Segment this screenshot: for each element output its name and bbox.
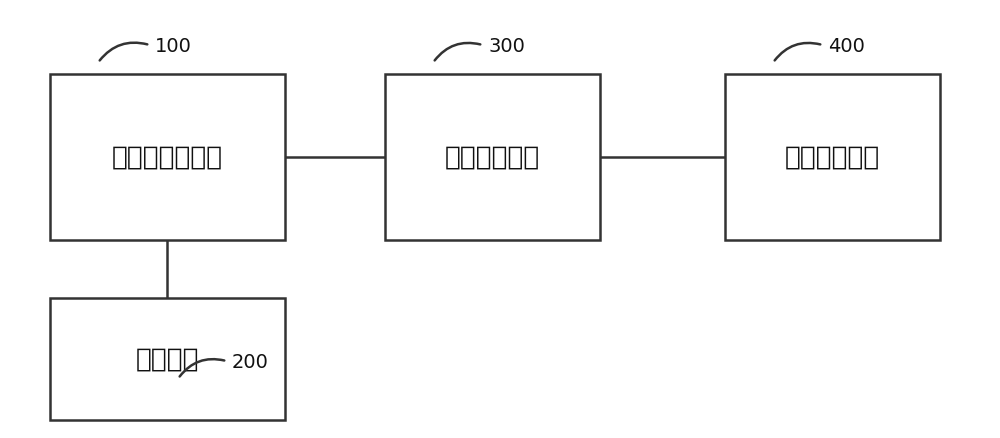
Text: 数据处理模块: 数据处理模块 bbox=[785, 145, 880, 171]
Bar bbox=[50, 74, 285, 241]
Text: 400: 400 bbox=[828, 36, 865, 56]
Text: 200: 200 bbox=[232, 352, 269, 371]
Text: 传动模块: 传动模块 bbox=[136, 346, 199, 372]
Text: 100: 100 bbox=[155, 36, 192, 56]
Text: 300: 300 bbox=[488, 36, 525, 56]
Text: 太赫兹反射模块: 太赫兹反射模块 bbox=[112, 145, 223, 171]
Text: 时域光谱系统: 时域光谱系统 bbox=[445, 145, 540, 171]
Bar bbox=[50, 298, 285, 420]
Bar bbox=[725, 74, 940, 241]
Bar bbox=[385, 74, 600, 241]
